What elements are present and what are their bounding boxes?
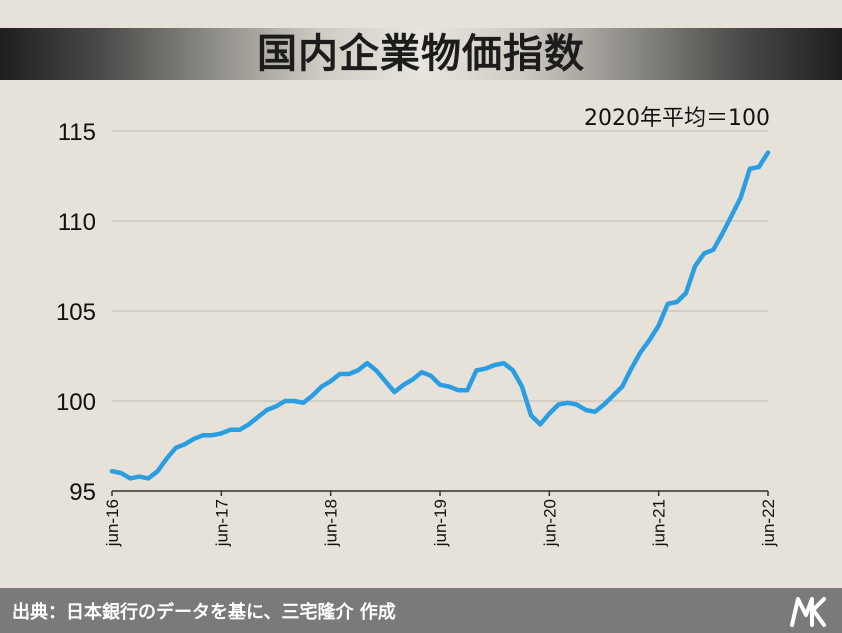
y-tick-label: 100 xyxy=(56,389,96,416)
x-tick-label: jun-20 xyxy=(540,499,559,547)
x-tick-label: jun-18 xyxy=(322,499,341,547)
title-band xyxy=(0,28,842,80)
page-title: 国内企業物価指数 xyxy=(257,31,585,77)
base-year-note: 2020年平均＝100 xyxy=(584,106,770,131)
mk-logo-icon xyxy=(790,597,826,627)
x-tick-label: jun-19 xyxy=(431,499,450,547)
series-line xyxy=(109,150,771,481)
y-tick-label: 105 xyxy=(56,299,96,326)
source-note: 出典：日本銀行のデータを基に、三宅隆介 作成 xyxy=(12,602,396,623)
y-tick-label: 115 xyxy=(58,119,96,146)
y-tick-label: 110 xyxy=(58,209,96,236)
x-tick-label: jun-21 xyxy=(650,499,669,547)
line-chart: 95 100 105 110 115 jun-16 jun-17 jun-18 jun-19 ju… xyxy=(56,119,778,547)
x-tick-label: jun-22 xyxy=(759,499,778,547)
y-tick-label: 95 xyxy=(69,479,96,506)
x-tick-label: jun-17 xyxy=(212,499,231,547)
x-tick-label: jun-16 xyxy=(103,499,122,547)
footer-bar xyxy=(0,588,842,633)
